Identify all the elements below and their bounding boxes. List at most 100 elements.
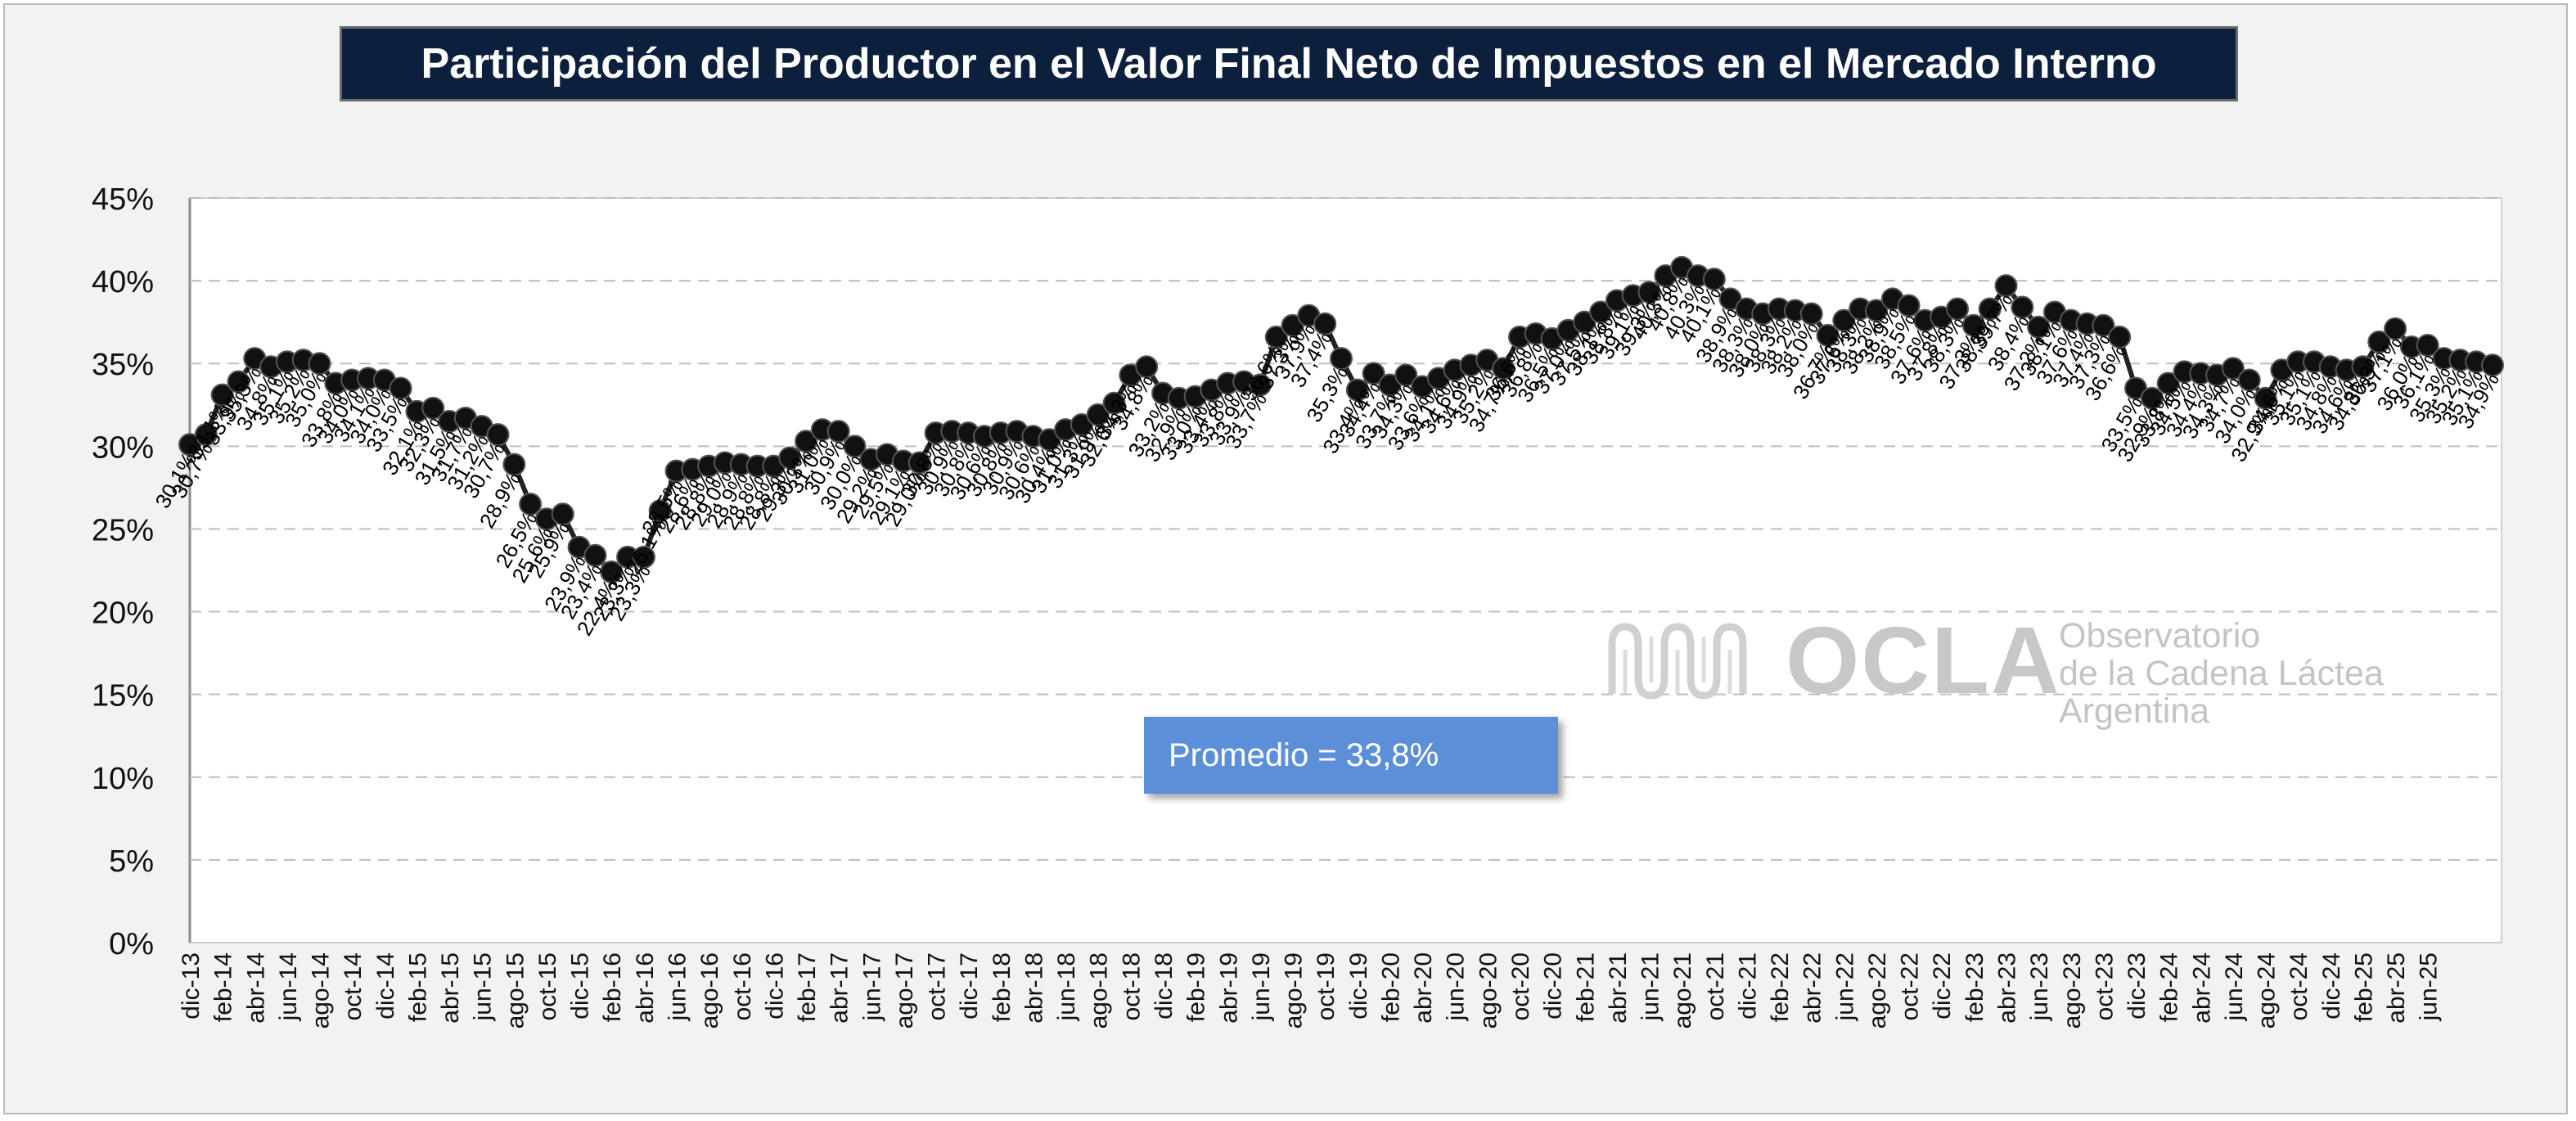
data-point bbox=[1102, 391, 1126, 415]
x-tick-label: abr-25 bbox=[2383, 952, 2410, 1024]
y-tick-label: 10% bbox=[92, 762, 154, 796]
data-point bbox=[1978, 297, 2002, 321]
data-point bbox=[210, 383, 234, 407]
x-tick-label: feb-16 bbox=[599, 952, 626, 1022]
logo-line-2: de la Cadena Láctea bbox=[2059, 654, 2384, 693]
data-point bbox=[1492, 357, 1515, 380]
x-tick-label: dic-22 bbox=[1929, 952, 1956, 1020]
x-tick-label: feb-25 bbox=[2350, 952, 2377, 1022]
data-point bbox=[1637, 281, 1661, 304]
logo-subtitle: Observatorio de la Cadena Láctea Argenti… bbox=[2059, 617, 2384, 730]
x-tick-label: ago-21 bbox=[1669, 952, 1696, 1029]
y-tick-label: 20% bbox=[92, 597, 154, 631]
data-point bbox=[227, 370, 250, 394]
data-point bbox=[551, 502, 574, 526]
data-point bbox=[1946, 297, 1970, 321]
x-tick-label: dic-21 bbox=[1734, 952, 1761, 1020]
data-point bbox=[1897, 294, 1921, 317]
chart-title: Participación del Productor en el Valor … bbox=[340, 26, 2238, 101]
x-tick-label: jun-20 bbox=[1443, 952, 1470, 1021]
x-tick-label: oct-14 bbox=[340, 952, 367, 1020]
x-tick-label: feb-20 bbox=[1377, 952, 1404, 1022]
x-tick-label: ago-18 bbox=[1086, 952, 1113, 1029]
data-point bbox=[2108, 325, 2132, 349]
data-point bbox=[1264, 325, 1288, 349]
x-tick-label: jun-15 bbox=[470, 952, 497, 1021]
x-tick-label: oct-19 bbox=[1313, 952, 1340, 1020]
data-point bbox=[1816, 323, 1840, 347]
data-point bbox=[1864, 299, 1888, 322]
data-point bbox=[632, 545, 655, 569]
x-tick-label: ago-22 bbox=[1864, 952, 1891, 1029]
y-tick-label: 25% bbox=[92, 513, 154, 547]
x-tick-label: oct-22 bbox=[1897, 952, 1924, 1020]
data-point bbox=[421, 396, 445, 420]
data-point bbox=[843, 434, 867, 458]
data-point bbox=[1330, 347, 1353, 371]
data-point bbox=[648, 499, 672, 523]
plot-area bbox=[189, 197, 2502, 943]
logo-line-3: Argentina bbox=[2059, 691, 2210, 731]
data-point bbox=[826, 420, 850, 443]
x-tick-label: abr-22 bbox=[1799, 952, 1826, 1024]
data-point bbox=[2237, 368, 2261, 392]
x-tick-label: dic-17 bbox=[956, 952, 983, 1020]
x-tick-label: ago-23 bbox=[2059, 952, 2086, 1029]
data-point bbox=[194, 423, 218, 447]
x-tick-label: abr-24 bbox=[2188, 952, 2215, 1024]
data-point bbox=[308, 352, 331, 376]
data-point bbox=[1313, 312, 1337, 335]
x-tick-label: abr-21 bbox=[1605, 952, 1632, 1024]
logo-line-1: Observatorio bbox=[2059, 616, 2261, 655]
data-point bbox=[519, 493, 543, 516]
data-point bbox=[1589, 300, 1613, 324]
data-point bbox=[502, 452, 526, 476]
data-point bbox=[2011, 295, 2034, 319]
x-tick-label: abr-18 bbox=[1020, 952, 1047, 1024]
x-tick-label: ago-16 bbox=[696, 952, 723, 1029]
y-tick-label: 0% bbox=[109, 927, 154, 961]
x-tick-label: feb-15 bbox=[404, 952, 431, 1022]
data-point bbox=[600, 560, 624, 584]
x-tick-label: jun-23 bbox=[2026, 952, 2053, 1021]
data-point bbox=[2092, 313, 2115, 337]
x-tick-label: oct-20 bbox=[1507, 952, 1534, 1020]
x-tick-label: dic-20 bbox=[1540, 952, 1567, 1020]
data-point bbox=[389, 376, 412, 400]
x-tick-label: jun-21 bbox=[1637, 952, 1664, 1021]
x-tick-label: feb-24 bbox=[2156, 952, 2183, 1022]
data-point bbox=[1799, 302, 1823, 326]
x-tick-label: abr-15 bbox=[437, 952, 464, 1024]
data-point bbox=[795, 430, 818, 453]
x-tick-label: ago-14 bbox=[308, 952, 335, 1029]
x-tick-label: oct-23 bbox=[2091, 952, 2118, 1020]
data-point bbox=[1248, 373, 1272, 397]
data-point bbox=[2481, 353, 2504, 377]
ocla-logo: OCLA Observatorio de la Cadena Láctea Ar… bbox=[1607, 607, 2425, 735]
data-point bbox=[2351, 355, 2375, 379]
data-point bbox=[486, 423, 510, 447]
ocla-waves-icon bbox=[1608, 623, 1747, 700]
x-tick-label: feb-23 bbox=[1961, 952, 1988, 1022]
data-point bbox=[1086, 403, 1110, 426]
data-point bbox=[2254, 386, 2277, 410]
data-point bbox=[2384, 317, 2407, 340]
logo-wordmark: OCLA bbox=[1786, 607, 2061, 714]
x-tick-label: jun-19 bbox=[1248, 952, 1275, 1021]
x-tick-label: oct-17 bbox=[924, 952, 951, 1020]
x-tick-label: jun-17 bbox=[858, 952, 885, 1021]
x-tick-label: jun-16 bbox=[664, 952, 691, 1021]
data-point bbox=[1362, 362, 1385, 385]
x-tick-label: abr-23 bbox=[1993, 952, 2020, 1024]
x-tick-label: dic-24 bbox=[2318, 952, 2345, 1020]
x-tick-label: dic-18 bbox=[1151, 952, 1178, 1020]
average-label: Promedio = 33,8% bbox=[1144, 717, 1558, 794]
x-tick-label: jun-14 bbox=[275, 952, 302, 1021]
x-tick-label: jun-22 bbox=[1831, 952, 1858, 1021]
y-tick-label: 30% bbox=[92, 430, 154, 465]
x-tick-label: oct-21 bbox=[1702, 952, 1729, 1020]
data-point bbox=[2156, 371, 2180, 395]
x-tick-label: feb-21 bbox=[1572, 952, 1599, 1022]
data-point bbox=[1961, 313, 1985, 337]
